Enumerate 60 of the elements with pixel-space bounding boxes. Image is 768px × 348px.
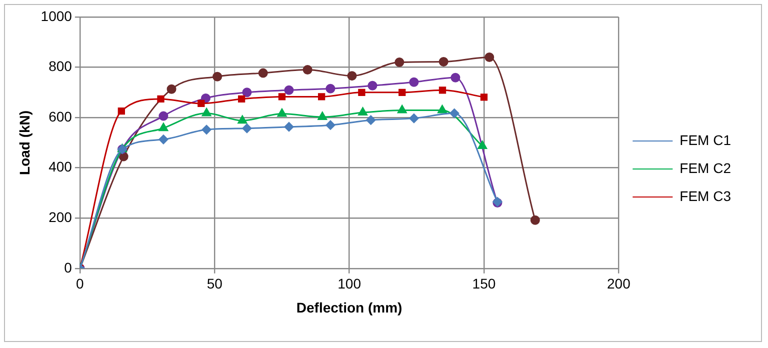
point (318, 112, 328, 120)
y-tick-label: 200 (48, 208, 72, 225)
y-tick-label: 1000 (40, 8, 72, 24)
point (478, 140, 488, 149)
legend-label: FEM C2 (680, 160, 732, 176)
x-tick-label: 100 (338, 276, 362, 292)
point (450, 72, 460, 82)
point (347, 71, 357, 81)
point (284, 122, 294, 132)
point (118, 107, 126, 115)
point (438, 105, 447, 114)
point (326, 84, 336, 94)
point (302, 65, 312, 75)
point (394, 58, 404, 67)
point (166, 84, 176, 94)
point (242, 124, 252, 134)
point (198, 100, 205, 108)
point (202, 108, 212, 116)
point (438, 57, 448, 66)
point (398, 88, 406, 96)
point (278, 93, 286, 100)
point (409, 77, 419, 87)
point (277, 108, 287, 117)
point (284, 85, 294, 95)
point (484, 52, 494, 62)
point (326, 120, 336, 130)
point (318, 93, 326, 100)
legend-label: FEM C1 (680, 132, 732, 148)
point (438, 86, 446, 94)
y-tick-label: 400 (48, 158, 72, 175)
point (450, 108, 460, 118)
y-axis-title: Load (kN) (16, 110, 32, 175)
y-tick-label: 600 (48, 108, 72, 124)
point (158, 134, 168, 144)
point (238, 115, 248, 124)
point (200, 93, 210, 103)
point (157, 95, 164, 103)
point (368, 80, 378, 90)
point (409, 114, 419, 124)
x-axis-title: Deflection (mm) (296, 299, 402, 316)
x-tick-label: 50 (206, 276, 223, 292)
point (212, 72, 222, 82)
point (202, 124, 212, 134)
point (480, 94, 488, 101)
point (530, 215, 540, 225)
point (238, 95, 246, 103)
point (242, 88, 252, 98)
point (258, 68, 268, 78)
y-tick-label: 800 (48, 58, 72, 74)
y-tick-label: 0 (64, 259, 72, 276)
legend-label: FEM C3 (680, 188, 732, 204)
point (158, 122, 168, 132)
point (158, 111, 168, 121)
x-tick-label: 200 (606, 276, 631, 292)
x-tick-label: 150 (472, 276, 496, 292)
point (358, 88, 366, 96)
point (366, 115, 376, 125)
point (397, 105, 407, 114)
x-tick-label: 0 (76, 276, 84, 292)
point (358, 107, 368, 116)
